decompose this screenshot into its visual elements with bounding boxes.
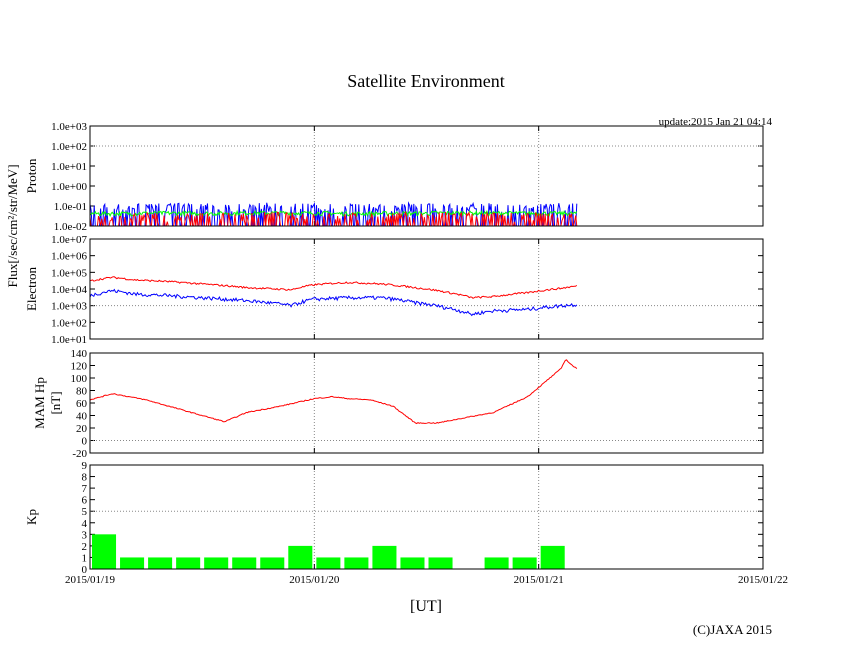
kp-bar xyxy=(428,557,453,569)
kp-bar xyxy=(344,557,369,569)
y-tick-label: 120 xyxy=(71,361,88,373)
y-tick-label: 1.0e+03 xyxy=(51,121,87,133)
y-tick-label: -20 xyxy=(72,448,87,460)
y-tick-label: 6 xyxy=(82,495,88,507)
kp-bar xyxy=(400,557,425,569)
copyright-text: (C)JAXA 2015 xyxy=(693,622,772,637)
kp-bar xyxy=(176,557,201,569)
kp-bar xyxy=(204,557,229,569)
kp-bar xyxy=(484,557,509,569)
y-tick-label: 100 xyxy=(71,373,88,385)
kp-bar xyxy=(512,557,537,569)
kp-bar xyxy=(316,557,341,569)
y-tick-label: 9 xyxy=(82,460,88,472)
chart-title: Satellite Environment xyxy=(347,71,504,91)
y-tick-label: 5 xyxy=(82,506,88,518)
y-axis-label: MAM Hp xyxy=(32,377,47,429)
y-tick-label: 1.0e+03 xyxy=(51,301,87,313)
y-tick-label: 7 xyxy=(82,483,88,495)
kp-bar xyxy=(260,557,285,569)
panel-frame xyxy=(89,125,764,227)
x-tick-label: 2015/01/19 xyxy=(65,574,116,586)
y-axis-label: Kp xyxy=(24,509,39,525)
x-tick-label: 2015/01/22 xyxy=(738,574,788,586)
x-tick-label: 2015/01/20 xyxy=(289,574,340,586)
y-tick-label: 8 xyxy=(82,472,88,484)
kp-bar xyxy=(92,534,117,569)
proton-series-line xyxy=(89,201,578,227)
y-tick-label: 1.0e-02 xyxy=(54,221,87,233)
y-axis-label: Proton xyxy=(24,158,39,193)
x-axis-label: [UT] xyxy=(410,598,442,615)
kp-bar xyxy=(540,545,565,569)
panel-frame xyxy=(89,464,764,570)
x-tick-label: 2015/01/21 xyxy=(514,574,564,586)
y-tick-label: 4 xyxy=(82,518,88,530)
electron-series-line xyxy=(89,276,578,299)
y-tick-label: 140 xyxy=(71,348,88,360)
y-tick-label: 40 xyxy=(76,411,88,423)
y-tick-label: 80 xyxy=(76,386,88,398)
y-tick-label: 1.0e+02 xyxy=(51,317,87,329)
proton-series-line xyxy=(89,209,578,218)
y-tick-label: 1.0e-01 xyxy=(54,201,87,213)
y-tick-label: 3 xyxy=(82,529,88,541)
y-tick-label: 2 xyxy=(82,541,88,553)
electron-series-line xyxy=(89,288,578,317)
kp-bar xyxy=(372,545,397,569)
y-tick-label: 1.0e+01 xyxy=(51,161,87,173)
kp-bar xyxy=(120,557,145,569)
y-axis-label: [nT] xyxy=(48,391,63,414)
panel-frame xyxy=(89,238,764,340)
y-tick-label: 0 xyxy=(82,564,88,576)
y-tick-label: 0 xyxy=(82,436,88,448)
update-timestamp: update:2015 Jan 21 04:14 xyxy=(659,116,773,128)
y-tick-label: 1.0e+07 xyxy=(51,234,87,246)
y-axis-label: Electron xyxy=(24,266,39,311)
kp-bar xyxy=(232,557,257,569)
flux-axis-label: Flux[/sec/cm²/str/MeV] xyxy=(5,164,20,287)
kp-bar xyxy=(148,557,173,569)
y-tick-label: 1.0e+04 xyxy=(51,284,87,296)
y-tick-label: 60 xyxy=(76,398,88,410)
y-tick-label: 1.0e+05 xyxy=(51,267,87,279)
panels-group: 1.0e-02 1.0e-01 1.0e+00 1.0e+01 1.0e+02 1.0e+… xyxy=(24,121,788,586)
y-tick-label: 1.0e+06 xyxy=(51,251,87,263)
panel-frame xyxy=(89,352,764,454)
kp-bar xyxy=(288,545,313,569)
y-tick-label: 20 xyxy=(76,423,88,435)
mam-hp-line xyxy=(89,359,578,425)
y-tick-label: 1.0e+01 xyxy=(51,334,87,346)
y-tick-label: 1 xyxy=(82,552,88,564)
y-tick-label: 1.0e+02 xyxy=(51,141,87,153)
y-tick-label: 1.0e+00 xyxy=(51,181,87,193)
